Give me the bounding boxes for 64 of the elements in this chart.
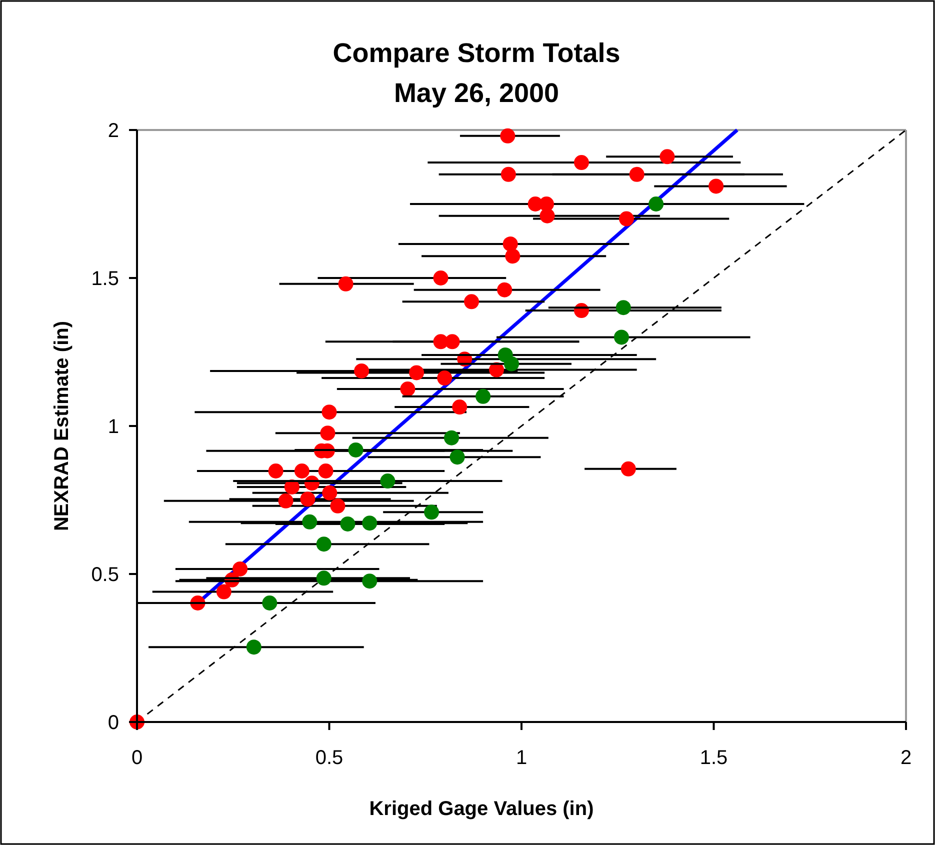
y-tick-label: 0.5 bbox=[91, 564, 119, 586]
point bbox=[246, 640, 262, 655]
point bbox=[540, 208, 555, 224]
y-tick-label: 1 bbox=[108, 416, 119, 438]
point bbox=[660, 149, 675, 164]
point bbox=[316, 536, 332, 552]
point bbox=[268, 463, 284, 478]
point bbox=[450, 450, 465, 465]
point bbox=[614, 330, 629, 345]
point bbox=[409, 365, 424, 380]
point bbox=[340, 516, 356, 532]
point bbox=[380, 474, 396, 489]
point bbox=[362, 516, 378, 531]
point bbox=[500, 166, 516, 182]
point bbox=[316, 570, 332, 586]
point bbox=[330, 498, 346, 514]
point bbox=[322, 404, 337, 420]
point bbox=[629, 166, 644, 182]
point bbox=[318, 463, 334, 478]
point bbox=[452, 400, 468, 415]
point bbox=[216, 584, 232, 600]
point bbox=[616, 300, 631, 316]
point bbox=[354, 363, 370, 378]
y-axis-title: NEXRAD Estimate (in) bbox=[51, 320, 73, 532]
point bbox=[302, 514, 318, 530]
x-tick-label: 0 bbox=[131, 747, 143, 769]
point bbox=[294, 463, 310, 478]
point bbox=[232, 561, 248, 576]
y-tick-label: 0 bbox=[108, 712, 119, 734]
point bbox=[278, 493, 294, 508]
point bbox=[444, 430, 460, 446]
point bbox=[338, 276, 354, 292]
x-tick-label: 1 bbox=[516, 747, 528, 769]
point bbox=[618, 211, 634, 226]
y-tick-label: 1.5 bbox=[91, 268, 119, 290]
x-tick-label: 1.5 bbox=[700, 747, 728, 769]
point bbox=[424, 504, 440, 520]
point bbox=[620, 461, 636, 476]
point bbox=[400, 382, 416, 396]
point bbox=[362, 574, 378, 589]
x-axis-title: Kriged Gage Values (in) bbox=[369, 798, 594, 820]
point bbox=[300, 492, 316, 507]
point bbox=[348, 442, 364, 458]
point bbox=[464, 294, 480, 310]
point bbox=[262, 596, 278, 611]
point bbox=[502, 236, 518, 252]
point bbox=[437, 370, 452, 386]
x-tick-label: 0.5 bbox=[315, 747, 344, 769]
point bbox=[433, 270, 448, 286]
point bbox=[500, 128, 516, 144]
point bbox=[322, 485, 338, 500]
point bbox=[574, 155, 589, 170]
point bbox=[284, 479, 300, 494]
y-tick-label: 2 bbox=[108, 120, 119, 142]
chart-title: Compare Storm Totals May 26, 2000 bbox=[332, 38, 620, 108]
point bbox=[476, 388, 491, 404]
point bbox=[708, 178, 724, 194]
point bbox=[320, 426, 336, 441]
point bbox=[648, 196, 664, 212]
point bbox=[505, 248, 520, 264]
point bbox=[497, 282, 512, 298]
point bbox=[444, 334, 460, 350]
point bbox=[504, 356, 520, 372]
x-tick-label: 2 bbox=[900, 747, 912, 769]
